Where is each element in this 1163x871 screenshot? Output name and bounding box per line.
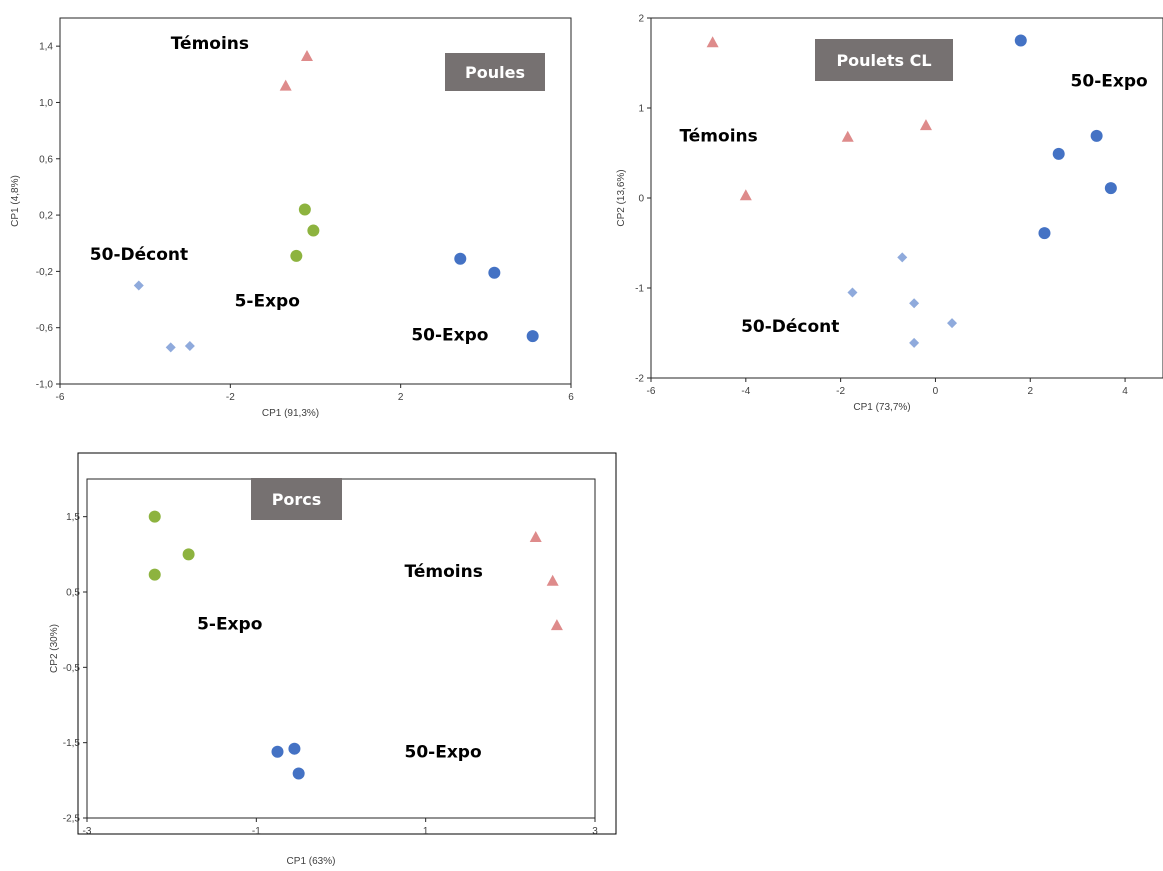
x-tick-label: 2 (1027, 386, 1033, 397)
group-label-50-decont: 50-Décont (741, 317, 839, 337)
y-tick-label: 0,2 (39, 211, 53, 222)
data-point-50-expo (1090, 129, 1103, 142)
data-point-temoins (841, 130, 854, 142)
data-point-5-expo (182, 548, 195, 561)
x-axis-title: CP1 (73,7%) (853, 402, 910, 413)
data-point-50-decont (897, 252, 908, 263)
data-point-50-expo (1052, 147, 1065, 160)
chart-badge (815, 39, 953, 81)
x-tick-label: 2 (398, 392, 404, 403)
data-point-5-expo (148, 510, 161, 523)
y-tick-label: 1 (638, 104, 644, 115)
data-point-50-expo (288, 742, 301, 755)
chart-badge (251, 478, 342, 520)
x-tick-label: -6 (56, 392, 65, 403)
data-point-temoins (550, 619, 563, 631)
y-axis-title: CP1 (4,8%) (10, 175, 21, 227)
scatter-panel-porcs: -3 -1 1 3 -2,5 -1,5 -0,5 0,5 1,5 CP1 (63%) CP2 (30… (0, 440, 620, 871)
scatter-chart-porcs: -3 -1 1 3 -2,5 -1,5 -0,5 0,5 1,5 CP1 (63%) CP2 (30… (49, 452, 617, 867)
data-point-50-expo (1038, 227, 1051, 240)
y-tick-label: 1,4 (39, 42, 53, 53)
data-point-5-expo (290, 249, 303, 262)
data-point-5-expo (148, 568, 161, 581)
y-tick-label: 0,6 (39, 154, 53, 165)
x-tick-label: 4 (1122, 386, 1128, 397)
y-axis-title: CP2 (30%) (49, 624, 60, 673)
y-tick-label: 1,5 (66, 512, 80, 523)
x-tick-label: -6 (647, 386, 656, 397)
x-tick-label: -1 (252, 826, 261, 837)
data-point-50-expo (454, 252, 467, 265)
data-point-50-decont (165, 342, 176, 353)
group-label-50-expo: 50-Expo (411, 325, 488, 345)
x-tick-label: -4 (741, 386, 750, 397)
scatter-chart-poulets-cl: -6 -4 -2 0 2 4 -2 -1 0 1 2 CP1 (73,7%) CP2 (13,6%) Po… (616, 14, 1163, 413)
y-tick-label: -1,5 (63, 738, 81, 749)
x-tick-label: 1 (423, 826, 429, 837)
data-point-temoins (739, 189, 752, 201)
data-point-temoins (529, 531, 542, 543)
x-tick-label: 6 (568, 392, 574, 403)
data-point-50-decont (909, 298, 920, 309)
data-point-temoins (706, 36, 719, 48)
y-tick-label: -0,5 (63, 663, 81, 674)
data-point-50-expo (488, 266, 501, 279)
data-point-5-expo (298, 203, 311, 216)
group-label-temoins: Témoins (679, 126, 757, 146)
plot-area-border (86, 478, 596, 819)
chart-badge (445, 53, 545, 91)
group-label-5-expo: 5-Expo (235, 292, 300, 312)
data-point-temoins (546, 574, 559, 586)
group-label-5-expo: 5-Expo (197, 615, 262, 635)
y-tick-label: -0,2 (36, 267, 54, 278)
data-point-50-expo (526, 330, 539, 343)
scatter-panel-poulets-cl: -6 -4 -2 0 2 4 -2 -1 0 1 2 CP1 (73,7%) CP2 (13,6%) Po… (600, 0, 1163, 440)
data-point-50-decont (847, 287, 858, 298)
x-tick-label: -2 (226, 392, 235, 403)
data-point-temoins (300, 50, 313, 62)
chart-frame (77, 452, 617, 835)
plot-area-border (59, 17, 572, 385)
x-tick-label: -2 (836, 386, 845, 397)
data-point-50-decont (947, 318, 958, 329)
data-point-50-expo (292, 767, 305, 780)
data-point-temoins (919, 119, 932, 131)
chart-badge-label: Poulets CL (836, 51, 931, 70)
data-point-50-expo (271, 745, 284, 758)
y-tick-label: 0,5 (66, 588, 80, 599)
y-tick-label: -2 (635, 374, 644, 385)
y-tick-label: 1,0 (39, 98, 53, 109)
scatter-panel-poules: -6 -2 2 6 -1,0 -0,6 -0,2 0,2 0,6 1,0 1,4 CP1 (91,3%… (0, 0, 590, 420)
chart-badge-label: Poules (465, 63, 525, 82)
y-tick-label: -2,5 (63, 814, 81, 825)
y-tick-label: 2 (638, 14, 644, 25)
scatter-chart-poules: -6 -2 2 6 -1,0 -0,6 -0,2 0,2 0,6 1,0 1,4 CP1 (91,3%… (10, 17, 574, 419)
x-tick-label: 0 (933, 386, 939, 397)
data-point-50-expo (1014, 34, 1027, 47)
group-label-50-expo: 50-Expo (1071, 71, 1148, 91)
x-tick-label: -3 (83, 826, 92, 837)
group-label-50-expo: 50-Expo (405, 743, 482, 763)
y-tick-label: -0,6 (36, 323, 54, 334)
data-point-5-expo (307, 224, 320, 237)
data-point-temoins (279, 79, 292, 91)
y-axis-title: CP2 (13,6%) (616, 169, 627, 226)
y-tick-label: 0 (638, 194, 644, 205)
data-point-50-decont (909, 337, 920, 348)
x-axis-title: CP1 (91,3%) (262, 408, 319, 419)
data-point-50-expo (1104, 182, 1117, 195)
y-tick-label: -1,0 (36, 380, 54, 391)
group-label-50-decont: 50-Décont (90, 245, 188, 265)
data-point-50-decont (133, 280, 144, 291)
data-point-50-decont (184, 340, 195, 351)
x-tick-label: 3 (592, 826, 598, 837)
x-axis-title: CP1 (63%) (287, 856, 336, 867)
y-tick-label: -1 (635, 284, 644, 295)
chart-badge-label: Porcs (272, 490, 322, 509)
group-label-temoins: Témoins (171, 34, 249, 54)
group-label-temoins: Témoins (405, 562, 483, 582)
